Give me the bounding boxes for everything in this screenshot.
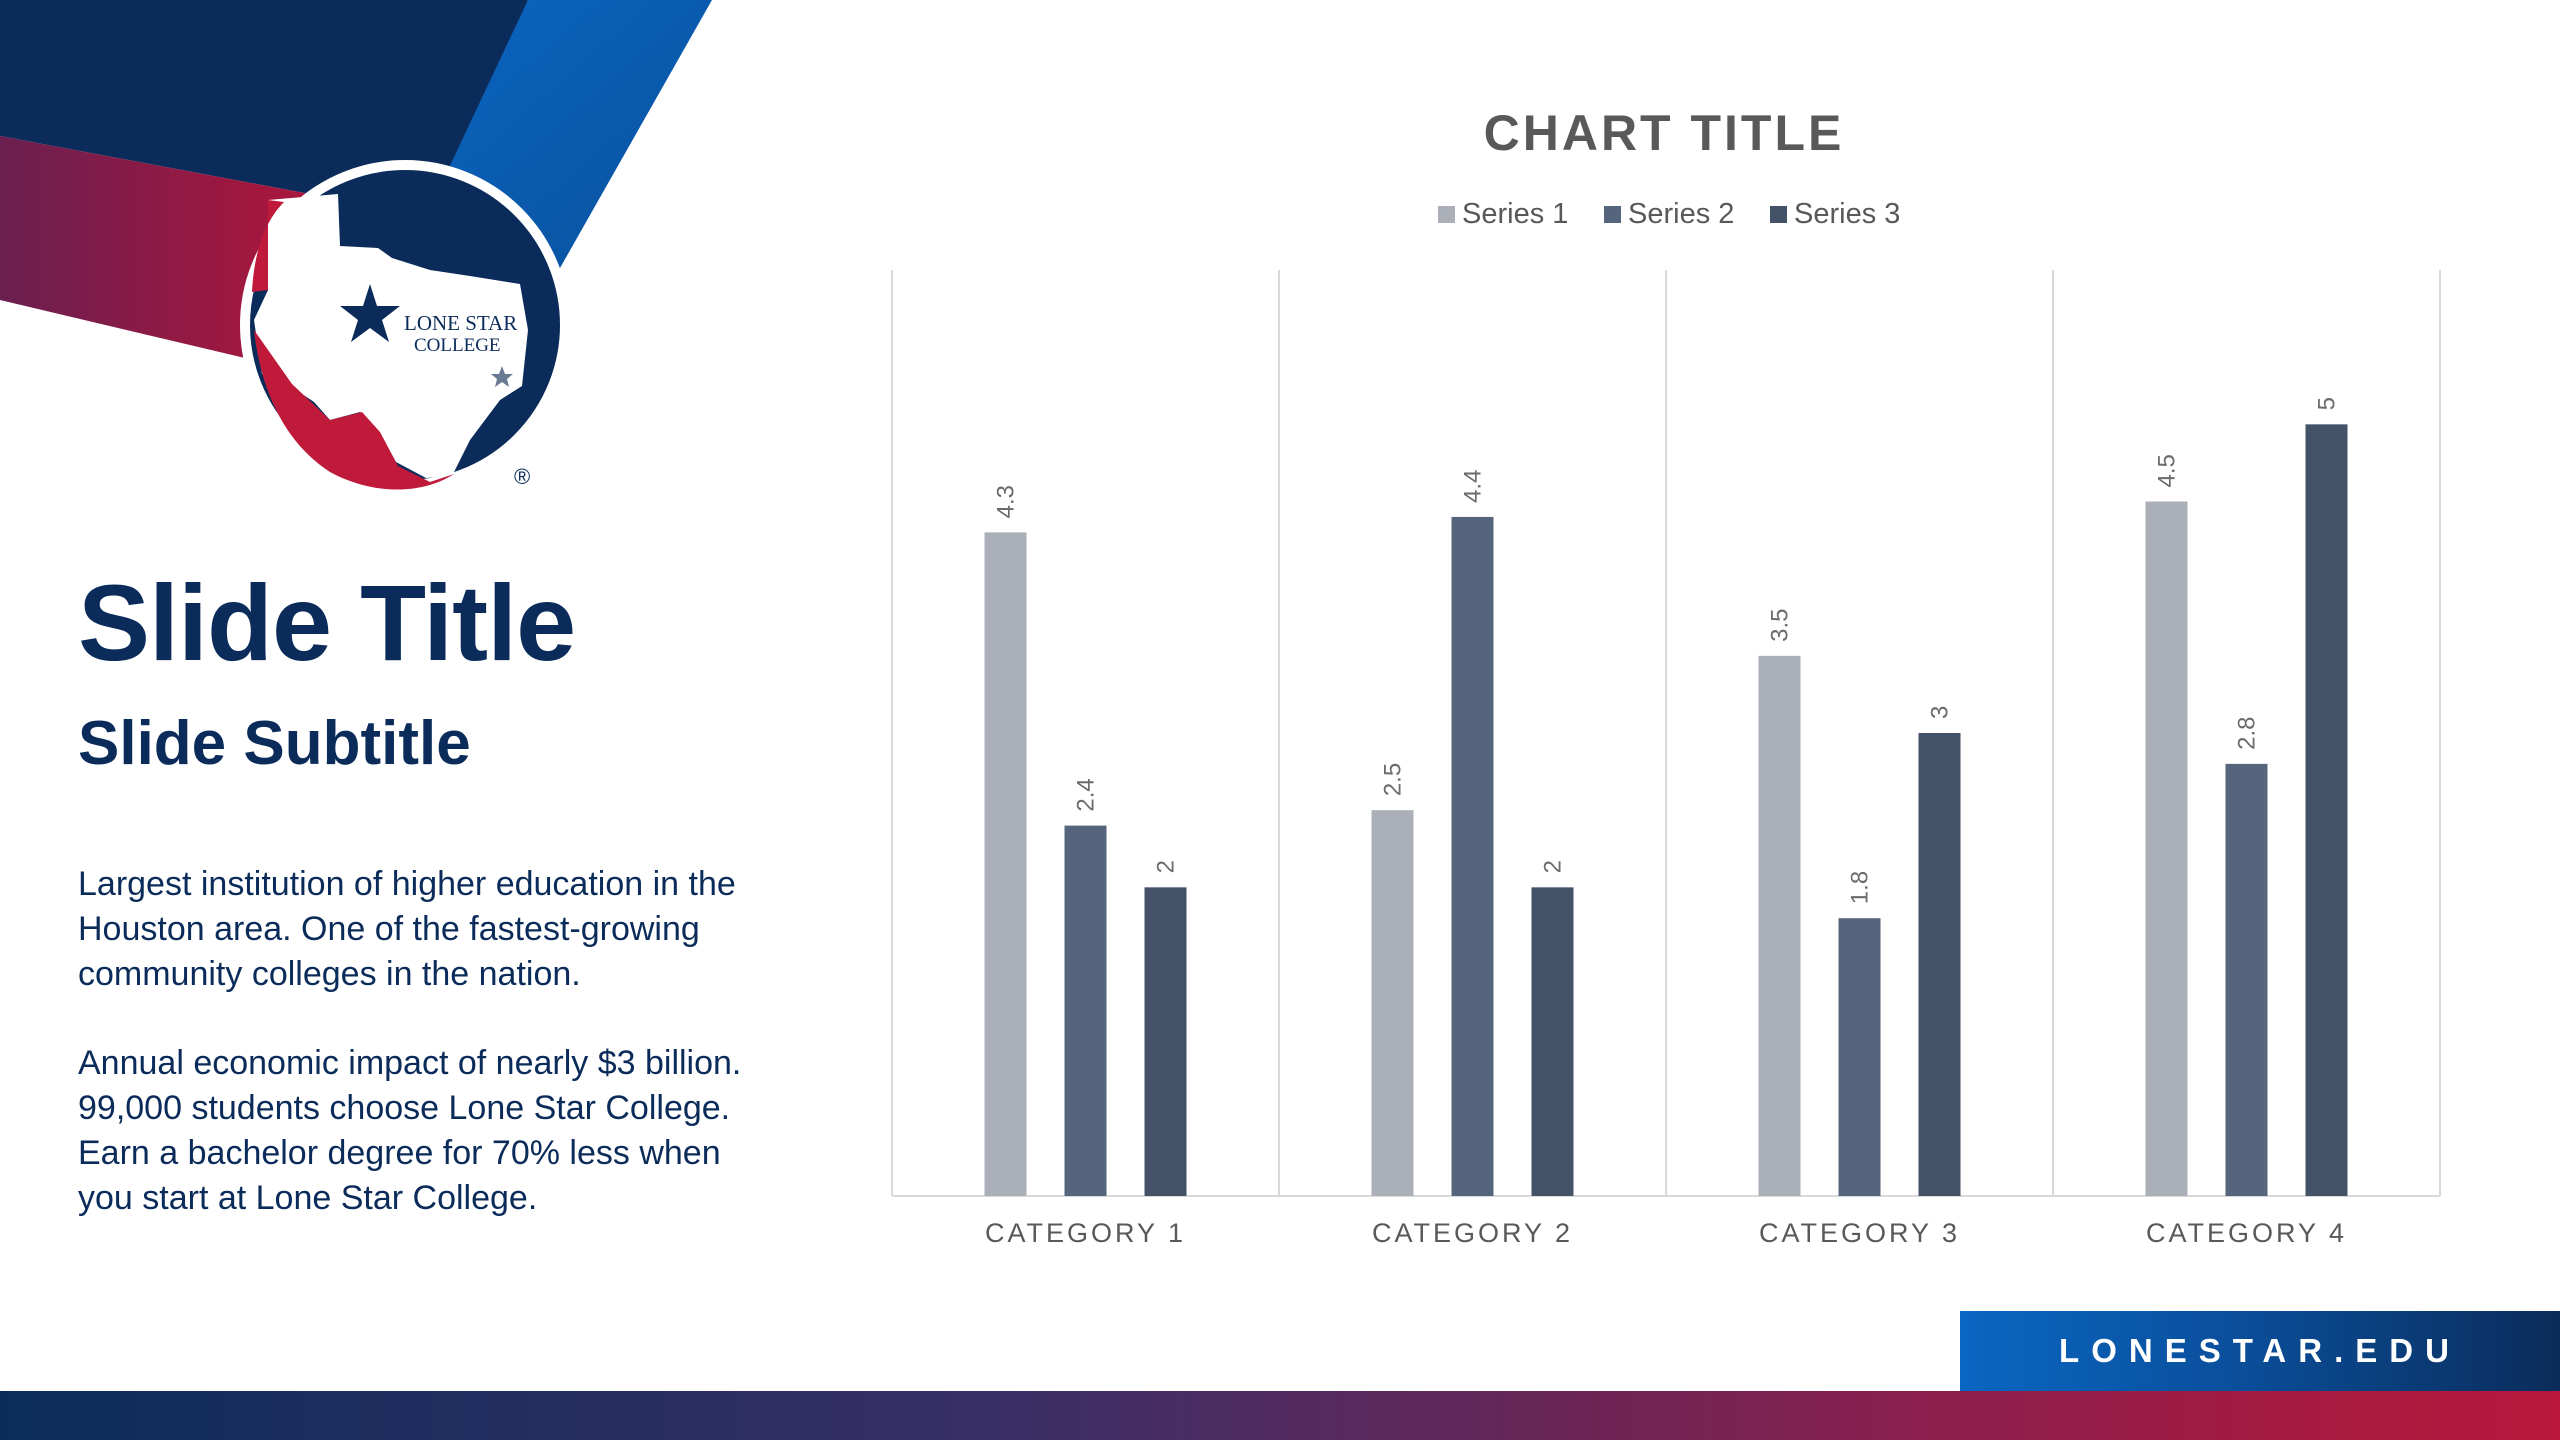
small-star-icon bbox=[491, 366, 513, 387]
lone-star-college-logo: LONE STAR COLLEGE ® bbox=[240, 160, 570, 490]
logo-text-line1: LONE STAR bbox=[404, 311, 517, 335]
bar-series-3-category-3 bbox=[1918, 733, 1961, 1196]
star-icon bbox=[340, 284, 400, 342]
logo-text-line2: COLLEGE bbox=[414, 335, 501, 356]
category-label: CATEGORY 2 bbox=[1372, 1218, 1573, 1248]
bar-series-3-category-1 bbox=[1144, 887, 1187, 1196]
legend-label-series-3: Series 3 bbox=[1794, 198, 1900, 230]
bar-series-1-category-1 bbox=[984, 532, 1027, 1196]
category-label: CATEGORY 3 bbox=[1759, 1218, 1960, 1248]
data-label: 5 bbox=[2314, 397, 2341, 410]
red-left-crescent bbox=[252, 200, 284, 292]
data-label: 2.4 bbox=[1073, 778, 1100, 811]
chart-title: CHART TITLE bbox=[1484, 105, 1845, 161]
data-label: 2 bbox=[1153, 860, 1180, 873]
data-label: 3 bbox=[1927, 706, 1954, 719]
chart-bars bbox=[984, 424, 2348, 1196]
bar-series-2-category-4 bbox=[2225, 763, 2268, 1196]
data-label: 4.4 bbox=[1460, 470, 1487, 503]
bottom-gradient-band bbox=[0, 1391, 2560, 1440]
legend-swatch-series-3 bbox=[1770, 206, 1787, 223]
registered-mark: ® bbox=[514, 464, 530, 489]
slide-subtitle: Slide Subtitle bbox=[78, 709, 471, 778]
bar-series-2-category-3 bbox=[1838, 918, 1881, 1196]
legend-label-series-1: Series 1 bbox=[1462, 198, 1568, 230]
category-label: CATEGORY 4 bbox=[2146, 1218, 2347, 1248]
data-label: 3.5 bbox=[1767, 608, 1794, 641]
legend-swatch-series-1 bbox=[1438, 206, 1455, 223]
data-label: 1.8 bbox=[1847, 871, 1874, 904]
legend-label-series-2: Series 2 bbox=[1628, 198, 1734, 230]
data-label: 2 bbox=[1540, 860, 1567, 873]
texas-map-shape bbox=[254, 194, 528, 478]
website-link[interactable]: LONESTAR.EDU bbox=[1960, 1311, 2560, 1391]
chart-data-labels: 4.3 2.5 3.5 4.5 2.4 4.4 1.8 2.8 2 2 3 5 bbox=[993, 397, 2341, 904]
bar-series-1-category-4 bbox=[2145, 501, 2188, 1196]
data-label: 4.3 bbox=[993, 485, 1020, 518]
bar-series-3-category-4 bbox=[2305, 424, 2348, 1196]
bar-series-1-category-2 bbox=[1371, 810, 1414, 1196]
category-label: CATEGORY 1 bbox=[985, 1218, 1186, 1248]
bar-series-3-category-2 bbox=[1531, 887, 1574, 1196]
chart-gridlines bbox=[891, 270, 2441, 1197]
bar-series-1-category-3 bbox=[1758, 655, 1801, 1196]
bar-series-2-category-2 bbox=[1451, 516, 1494, 1196]
data-label: 4.5 bbox=[2154, 454, 2181, 487]
legend-swatch-series-2 bbox=[1604, 206, 1621, 223]
body-paragraph-1: Largest institution of higher education … bbox=[78, 865, 736, 993]
body-paragraph-2: Annual economic impact of nearly $3 bill… bbox=[78, 1044, 742, 1217]
chart-x-axis-labels: CATEGORY 1 CATEGORY 2 CATEGORY 3 CATEGORY 4 bbox=[985, 1218, 2347, 1248]
red-lower-crescent bbox=[254, 330, 454, 490]
chart-legend: Series 1 Series 2 Series 3 bbox=[1438, 198, 1900, 230]
slide-title: Slide Title bbox=[78, 562, 576, 683]
data-label: 2.5 bbox=[1380, 763, 1407, 796]
data-label: 2.8 bbox=[2234, 716, 2261, 749]
bar-series-2-category-1 bbox=[1064, 825, 1107, 1196]
